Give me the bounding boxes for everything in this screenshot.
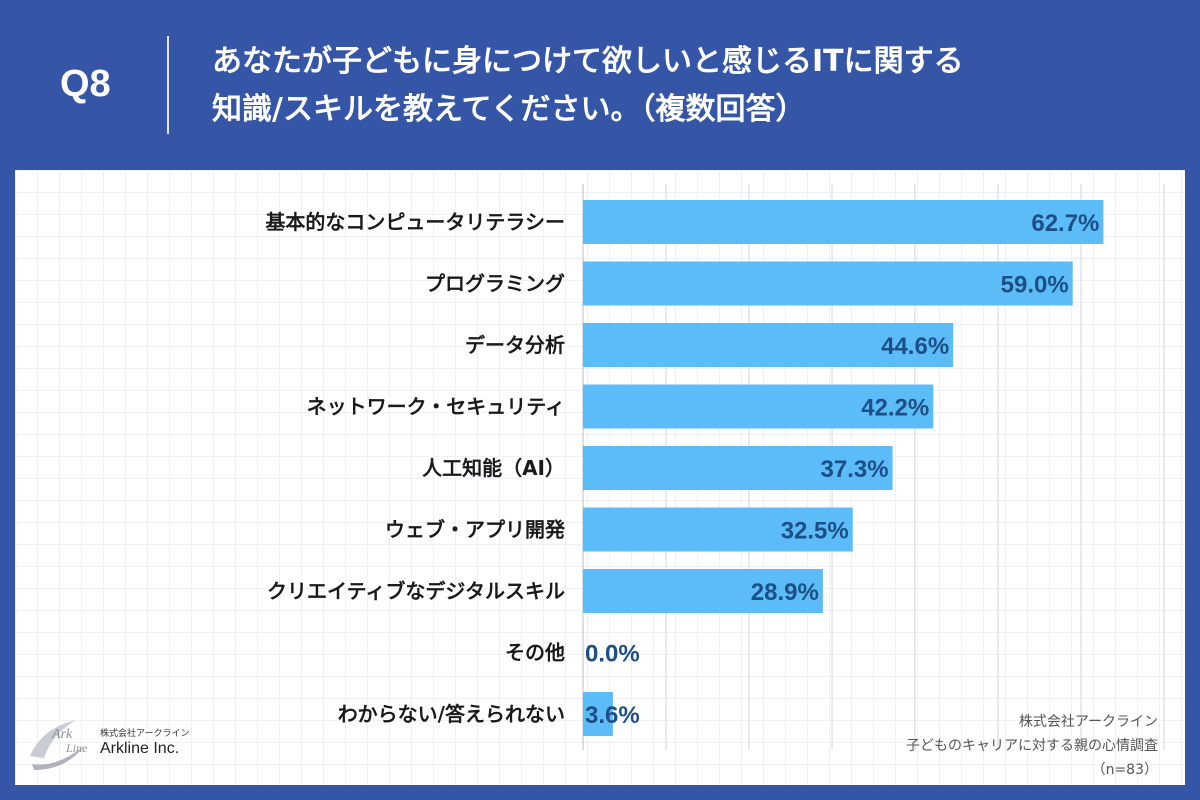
svg-text:Line: Line [65, 741, 88, 755]
bar [583, 692, 613, 736]
data-label: 37.3% [821, 456, 889, 483]
header-divider [167, 36, 169, 134]
category-label: ネットワーク・セキュリティ [307, 395, 565, 419]
data-label: 32.5% [781, 518, 849, 545]
header: Q8 あなたが子どもに身につけて欲しいと感じるITに関する 知識/スキルを教えて… [0, 0, 1200, 170]
category-label: 基本的なコンピュータリテラシー [265, 210, 565, 234]
arkline-logo-icon: Ark Line [30, 720, 88, 770]
chart-card: 基本的なコンピュータリテラシー 62.7% プログラミング 59.0% データ分析 44.… [15, 170, 1185, 785]
svg-text:Ark: Ark [51, 727, 73, 742]
category-label: その他 [505, 641, 565, 665]
category-label: プログラミング [425, 272, 565, 296]
data-label: 59.0% [1001, 272, 1069, 299]
company-logo: Ark Line 株式会社アークライン Arkline Inc. [22, 712, 192, 774]
source-company: 株式会社アークライン [1018, 714, 1158, 730]
category-label: 人工知能（AI） [422, 456, 565, 480]
question-line-1: あなたが子どもに身につけて欲しいと感じるITに関する [212, 44, 964, 79]
bar [583, 569, 823, 613]
source-note: 株式会社アークライン 子どものキャリアに対する親の心情調査 （n=83） [906, 710, 1158, 782]
data-label: 42.2% [861, 395, 929, 422]
data-label: 28.9% [751, 579, 819, 606]
bar [583, 323, 954, 367]
data-label: 0.0% [585, 641, 640, 668]
category-label: データ分析 [465, 333, 565, 357]
question-text: あなたが子どもに身につけて欲しいと感じるITに関する 知識/スキルを教えてくださ… [212, 38, 1172, 134]
category-label: ウェブ・アプリ開発 [385, 518, 566, 542]
question-line-2: 知識/スキルを教えてください。（複数回答） [212, 92, 806, 127]
data-label: 3.6% [585, 702, 640, 729]
logo-company-en: Arkline Inc. [100, 740, 180, 757]
question-number: Q8 [60, 63, 111, 105]
category-label: クリエイティブなデジタルスキル [267, 579, 565, 603]
source-sample: （n=83） [1091, 762, 1158, 778]
logo-company-jp: 株式会社アークライン [100, 729, 190, 739]
bar [583, 507, 853, 552]
bar [583, 446, 893, 490]
bar [583, 200, 1104, 244]
data-label: 44.6% [881, 333, 949, 360]
data-label: 62.7% [1031, 210, 1099, 237]
source-survey: 子どものキャリアに対する親の心情調査 [906, 738, 1158, 754]
bar [583, 261, 1073, 306]
bar-chart: 基本的なコンピュータリテラシー 62.7% プログラミング 59.0% データ分析 44.… [265, 184, 1165, 750]
category-label: わからない/答えられない [338, 702, 565, 726]
bar [583, 384, 934, 429]
